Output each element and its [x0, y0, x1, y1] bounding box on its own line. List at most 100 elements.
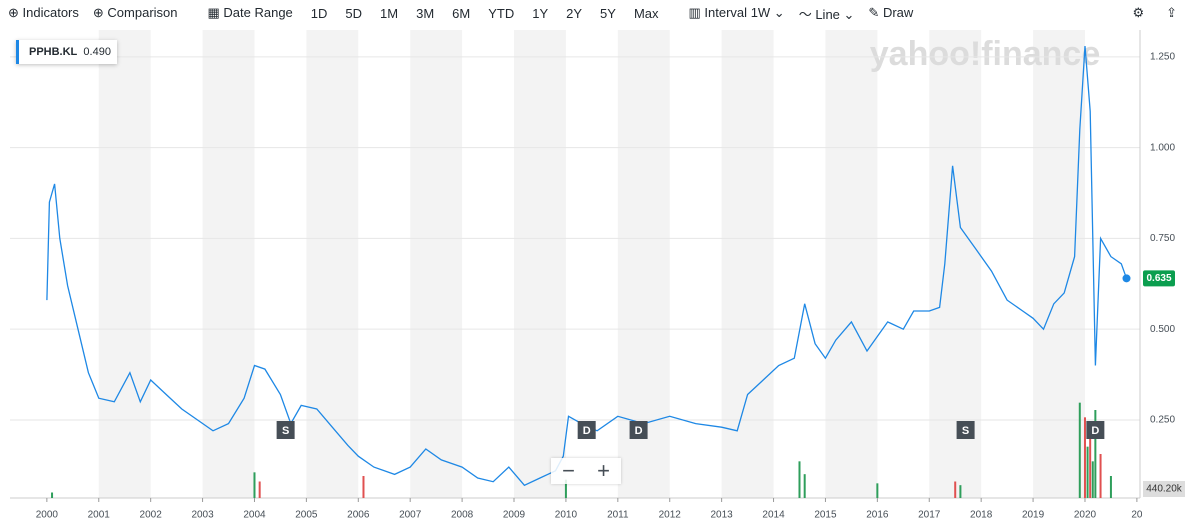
x-tick-label: 20 — [1131, 510, 1143, 521]
event-label: D — [635, 425, 643, 437]
volume-bar — [1091, 461, 1094, 498]
volume-bar — [1109, 476, 1112, 498]
event-marker — [577, 421, 596, 439]
x-tick-label: 2008 — [451, 510, 474, 521]
range-button[interactable]: 5D — [345, 5, 363, 21]
x-tick-label: 2001 — [88, 510, 111, 521]
x-tick-label: 2014 — [762, 510, 785, 521]
legend: PPHB.KL 0.490 — [16, 40, 117, 64]
price-line — [46, 45, 1128, 487]
volume-bar — [253, 472, 256, 498]
x-tick-label: 2015 — [814, 510, 837, 521]
label: Indicators — [22, 5, 79, 20]
settings-button[interactable]: ⚙ — [1132, 5, 1145, 20]
range-button[interactable]: 5Y — [600, 5, 616, 21]
event-label: S — [282, 425, 289, 437]
last-point — [1122, 274, 1131, 283]
y-tick-label: 0.250 — [1150, 415, 1175, 426]
toolbar: ⊕ Indicators ⊕ Comparison ▦ Date Range 1… — [0, 0, 1189, 26]
year-band — [1033, 30, 1085, 498]
draw-button[interactable]: ✎ Draw — [868, 5, 914, 20]
volume-bar — [51, 492, 54, 498]
event-label: S — [962, 425, 969, 437]
current-value-bg — [1143, 270, 1175, 287]
range-button[interactable]: 6M — [452, 5, 471, 21]
volume-bar — [1094, 410, 1097, 498]
label: Comparison — [107, 5, 178, 20]
x-tick-label: 2011 — [607, 510, 629, 521]
volume-bar — [803, 474, 806, 498]
x-tick-label: 2013 — [711, 510, 734, 521]
y-tick-label: 0.500 — [1150, 324, 1175, 335]
zoom-controls: − + — [551, 458, 621, 484]
year-band — [202, 30, 255, 498]
volume-bar — [1089, 428, 1092, 498]
x-tick-label: 2006 — [347, 510, 370, 521]
chart-style-button[interactable]: 〜 Line ⌄ — [798, 6, 855, 22]
range-button[interactable]: 1Y — [532, 5, 549, 21]
share-button[interactable]: ⇪ — [1166, 5, 1177, 20]
range-button[interactable]: 1D — [310, 5, 328, 21]
volume-bar — [564, 479, 567, 498]
label: Date Range — [223, 5, 293, 20]
volume-bar — [1083, 417, 1086, 498]
year-band — [98, 30, 151, 498]
range-button[interactable]: 3M — [416, 5, 435, 21]
interval-button[interactable]: ▥ Interval 1W ⌄ — [688, 5, 785, 20]
range-button[interactable]: Max — [633, 5, 659, 21]
volume-label: 440.20k — [1146, 484, 1183, 495]
event-label: D — [583, 425, 591, 437]
volume-bar — [362, 476, 365, 498]
x-tick-label: 2019 — [1022, 510, 1045, 521]
x-tick-label: 2012 — [659, 510, 682, 521]
watermark: yahoo!finance — [870, 35, 1100, 73]
event-marker — [276, 421, 295, 439]
x-tick-label: 2016 — [866, 510, 889, 521]
x-tick-label: 2005 — [295, 510, 318, 521]
volume-bar — [959, 485, 962, 498]
x-tick-label: 2007 — [399, 510, 422, 521]
volume-bar — [876, 483, 879, 498]
volume-bar — [1078, 402, 1081, 498]
zoom-out[interactable]: − — [562, 458, 575, 483]
legend-value: 0.490 — [83, 46, 111, 58]
x-tick-label: 2020 — [1074, 510, 1097, 521]
year-band — [410, 30, 463, 498]
comparison-button[interactable]: ⊕ Comparison — [92, 5, 178, 20]
volume-bar — [954, 481, 957, 498]
x-tick-label: 2002 — [140, 510, 163, 521]
date-range-button[interactable]: ▦ Date Range — [207, 5, 293, 20]
current-value-label: 0.635 — [1146, 273, 1171, 284]
event-marker — [629, 421, 648, 439]
volume-bar — [798, 461, 801, 498]
range-button[interactable]: YTD — [488, 5, 515, 21]
volume-label-bg — [1143, 481, 1185, 497]
range-button[interactable]: 1M — [380, 5, 399, 21]
volume-bar — [1099, 454, 1102, 498]
event-label: D — [1091, 425, 1099, 437]
year-band — [825, 30, 878, 498]
x-tick-label: 2010 — [555, 510, 578, 521]
year-band — [721, 30, 774, 498]
indicators-button[interactable]: ⊕ Indicators — [8, 5, 79, 20]
event-marker — [956, 421, 975, 439]
label: Draw — [882, 5, 914, 20]
year-band — [514, 30, 566, 498]
label: Line — [815, 6, 840, 22]
legend-symbol: PPHB.KL — [29, 46, 78, 58]
x-tick-label: 2017 — [918, 510, 941, 521]
x-tick-label: 2000 — [36, 510, 59, 521]
volume-bar — [258, 481, 261, 498]
zoom-in[interactable]: + — [597, 458, 610, 483]
value: 1W — [750, 5, 771, 20]
range-button[interactable]: 2Y — [566, 5, 583, 21]
range-buttons: 1D 5D 1M 3M 6M YTD 1Y 2Y 5Y Max — [293, 6, 659, 21]
y-tick-label: 1.000 — [1150, 142, 1175, 153]
label: Interval — [704, 5, 748, 20]
y-tick-label: 1.250 — [1150, 52, 1175, 63]
x-tick-label: 2003 — [191, 510, 214, 521]
x-tick-label: 2004 — [243, 510, 266, 521]
y-tick-label: 0.750 — [1150, 233, 1175, 244]
